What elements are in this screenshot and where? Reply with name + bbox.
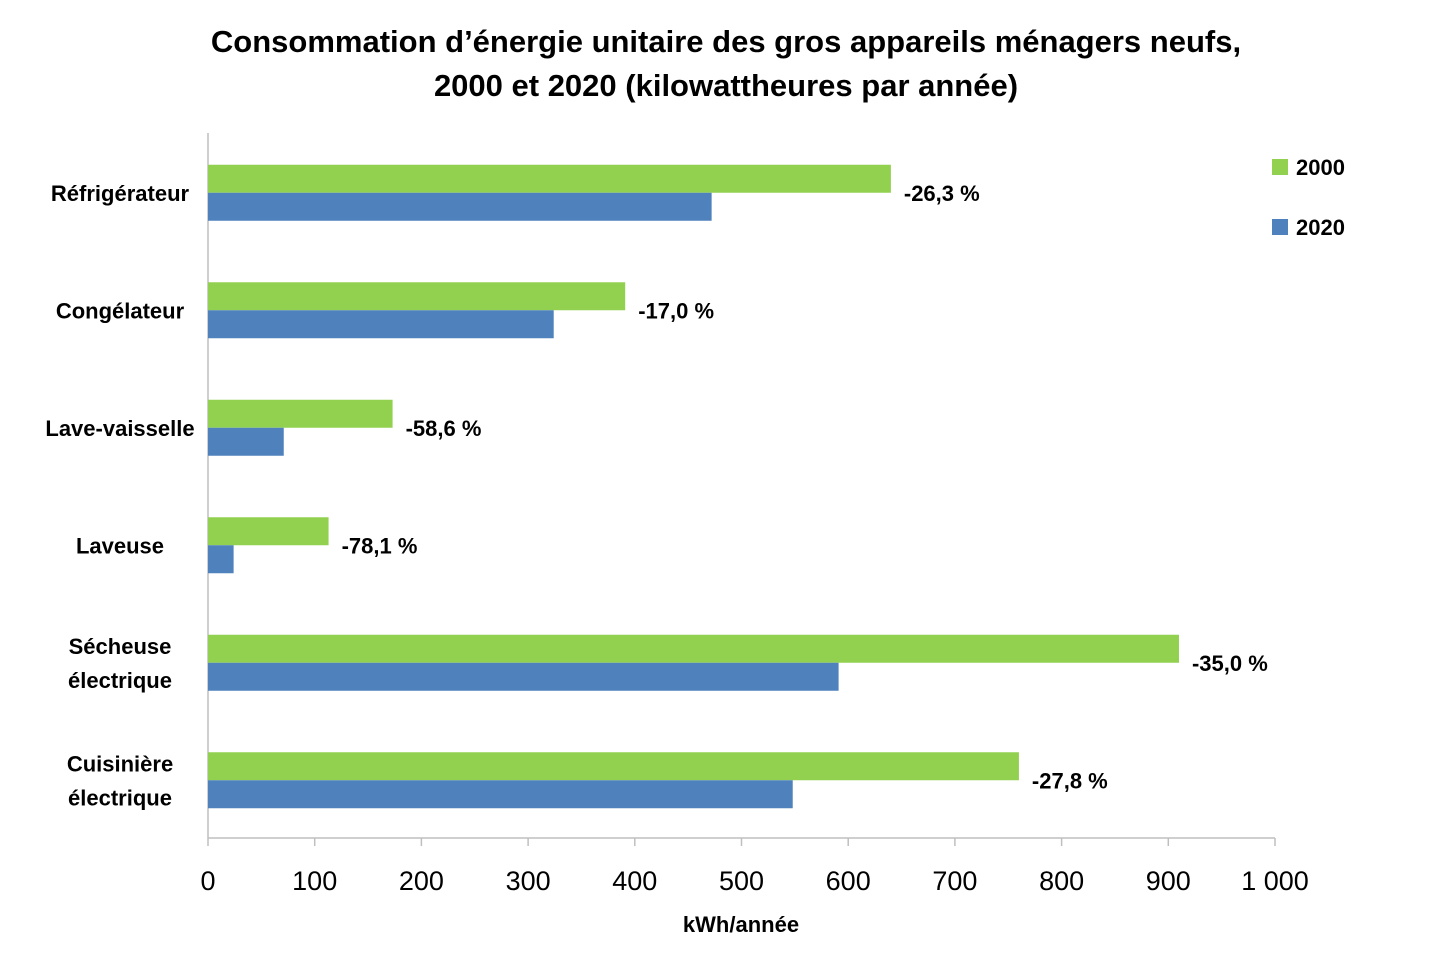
chart-title-line-1: Consommation d’énergie unitaire des gros… <box>211 24 1241 59</box>
x-tick-label: 600 <box>826 866 871 896</box>
bar-2000-3 <box>208 517 329 546</box>
category-labels: Réfrigérateur Congélateur Lave-vaisselle La… <box>45 181 194 811</box>
x-tick-label: 400 <box>612 866 657 896</box>
x-tick-label: 500 <box>719 866 764 896</box>
x-tick-labels: 0 100 200 300 400 500 600 700 800 900 1 000 <box>200 866 1308 896</box>
x-tick-label: 100 <box>292 866 337 896</box>
bar-2020-1 <box>208 310 554 339</box>
legend-label-2000: 2000 <box>1296 155 1345 180</box>
data-label: -27,8 % <box>1032 768 1108 793</box>
legend-label-2020: 2020 <box>1296 215 1345 240</box>
x-tick-label: 0 <box>200 866 215 896</box>
x-tick-label: 1 000 <box>1241 866 1309 896</box>
data-label: -17,0 % <box>638 298 714 323</box>
bar-2020-2 <box>208 427 284 456</box>
category-label: Réfrigérateur <box>51 181 190 206</box>
bar-2000-4 <box>208 634 1179 663</box>
x-tick-label: 700 <box>932 866 977 896</box>
chart-title: Consommation d’énergie unitaire des gros… <box>211 24 1241 103</box>
legend-swatch-2000 <box>1272 159 1288 175</box>
axes <box>207 133 1276 846</box>
category-label: Congélateur <box>56 298 185 323</box>
legend: 2000 2020 <box>1272 155 1345 240</box>
chart-title-line-2: 2000 et 2020 (kilowattheures par année) <box>434 68 1018 103</box>
bar-2000-5 <box>208 752 1019 781</box>
category-label: Sécheuse électrique <box>68 634 172 693</box>
bar-2020-0 <box>208 192 712 221</box>
bar-2020-4 <box>208 662 839 691</box>
x-tick-label: 900 <box>1146 866 1191 896</box>
data-label: -78,1 % <box>342 533 418 558</box>
bars <box>208 164 1179 809</box>
bar-2020-5 <box>208 780 793 809</box>
category-label: Laveuse <box>76 533 164 558</box>
bar-2000-1 <box>208 282 626 311</box>
x-tick-label: 800 <box>1039 866 1084 896</box>
bar-2000-0 <box>208 164 891 193</box>
category-label: Cuisinière électrique <box>67 751 173 810</box>
data-label: -26,3 % <box>904 181 980 206</box>
x-tick-label: 300 <box>506 866 551 896</box>
bar-2000-2 <box>208 399 393 428</box>
data-labels: -26,3 % -17,0 % -58,6 % -78,1 % -35,0 % -27,8… <box>342 181 1268 794</box>
category-label: Lave-vaisselle <box>45 416 194 441</box>
x-tick-label: 200 <box>399 866 444 896</box>
legend-swatch-2020 <box>1272 219 1288 235</box>
data-label: -58,6 % <box>406 416 482 441</box>
data-label: -35,0 % <box>1192 651 1268 676</box>
bar-2020-3 <box>208 545 234 574</box>
x-axis-title: kWh/année <box>683 912 799 937</box>
